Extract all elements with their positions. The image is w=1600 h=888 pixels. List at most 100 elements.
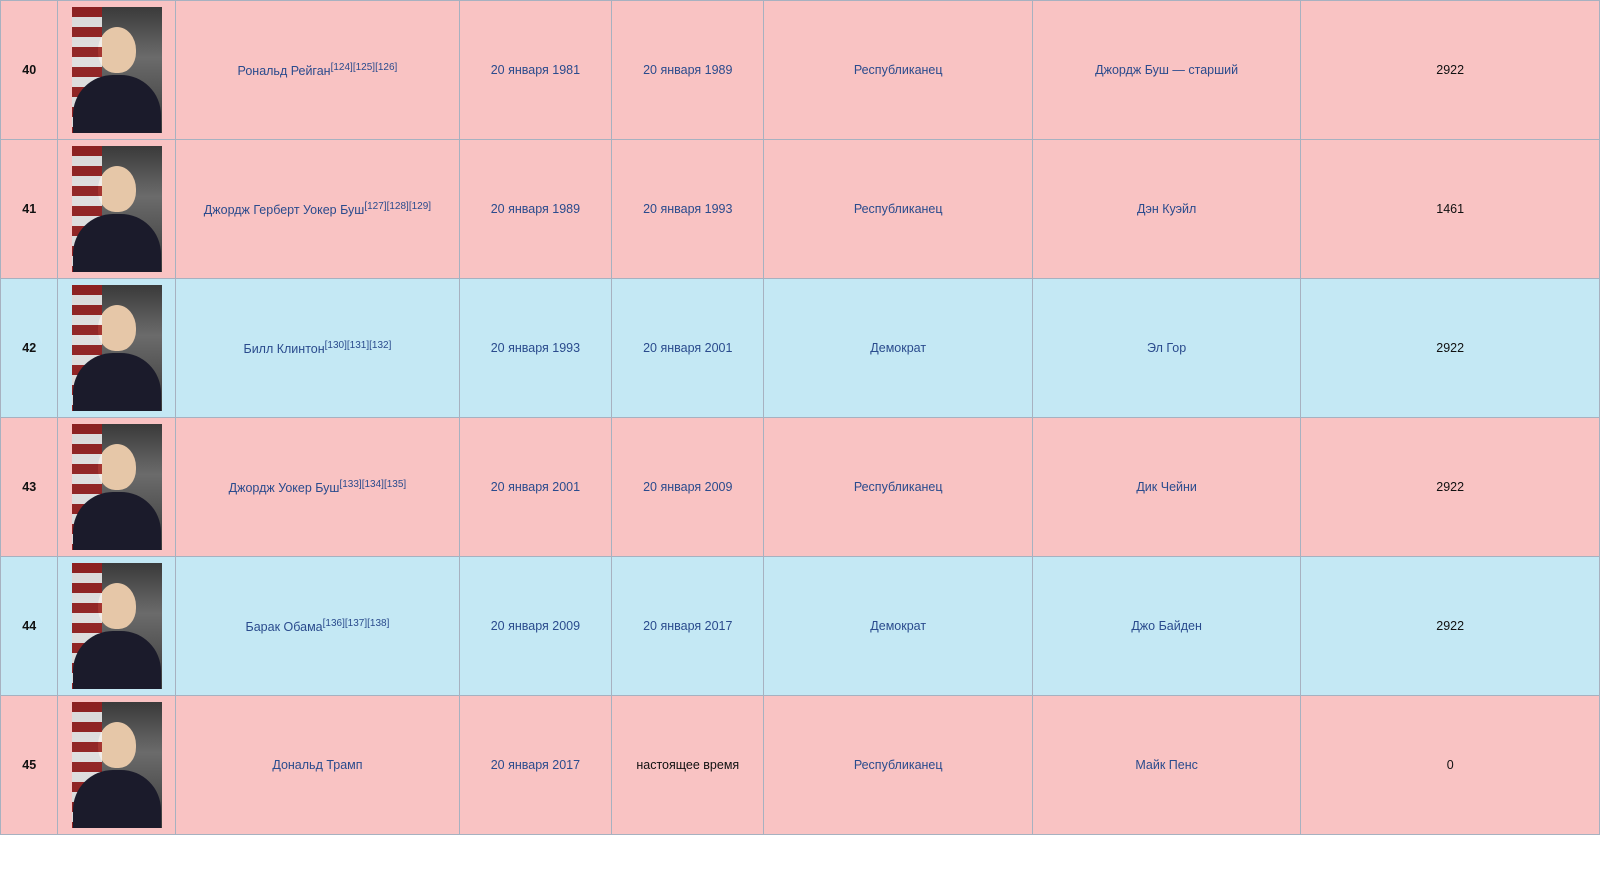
president-number: 41	[1, 140, 58, 279]
days-in-office: 2922	[1301, 279, 1600, 418]
term-end-link[interactable]: 20 января 1989	[643, 63, 732, 77]
vice-president-link[interactable]: Джордж Буш — старший	[1095, 63, 1238, 77]
president-number: 43	[1, 418, 58, 557]
party-cell: Республиканец	[764, 696, 1032, 835]
president-name-link[interactable]: Джордж Уокер Буш	[229, 481, 340, 495]
citation-link[interactable]: [131]	[347, 340, 369, 351]
term-end-link[interactable]: 20 января 2017	[643, 619, 732, 633]
president-photo-link[interactable]	[64, 146, 169, 272]
term-end-link[interactable]: 20 января 1993	[643, 202, 732, 216]
party-link[interactable]: Демократ	[870, 341, 926, 355]
term-end-link[interactable]: 20 января 2009	[643, 480, 732, 494]
term-start-link[interactable]: 20 января 1981	[491, 63, 580, 77]
term-start-cell: 20 января 2009	[459, 557, 611, 696]
president-name-link[interactable]: Рональд Рейган	[238, 64, 331, 78]
vice-president-link[interactable]: Дэн Куэйл	[1137, 202, 1196, 216]
presidents-table: 40 Рональд Рейган[124][125][126] 20 января…	[0, 0, 1600, 835]
party-cell: Республиканец	[764, 140, 1032, 279]
party-cell: Республиканец	[764, 418, 1032, 557]
term-end-link[interactable]: 20 января 2001	[643, 341, 732, 355]
portrait-icon	[72, 702, 162, 828]
president-photo-cell	[58, 279, 176, 418]
president-name-link[interactable]: Дональд Трамп	[272, 758, 362, 772]
term-start-cell: 20 января 1993	[459, 279, 611, 418]
table-row: 45 Дональд Трамп 20 января 2017 настоящее в…	[1, 696, 1600, 835]
vice-president-cell: Джордж Буш — старший	[1032, 1, 1300, 140]
president-name-cell: Джордж Уокер Буш[133][134][135]	[176, 418, 460, 557]
president-name-link[interactable]: Билл Клинтон	[243, 342, 324, 356]
president-photo-cell	[58, 696, 176, 835]
president-name-cell: Джордж Герберт Уокер Буш[127][128][129]	[176, 140, 460, 279]
vice-president-cell: Дик Чейни	[1032, 418, 1300, 557]
president-photo-link[interactable]	[64, 7, 169, 133]
term-end-cell: 20 января 2001	[612, 279, 764, 418]
citation-link[interactable]: [126]	[375, 62, 397, 73]
citation-link[interactable]: [135]	[384, 479, 406, 490]
president-number: 45	[1, 696, 58, 835]
president-photo-link[interactable]	[64, 563, 169, 689]
term-end-cell: настоящее время	[612, 696, 764, 835]
president-photo-link[interactable]	[64, 424, 169, 550]
citation-link[interactable]: [136]	[323, 618, 345, 629]
term-start-link[interactable]: 20 января 1993	[491, 341, 580, 355]
president-photo-cell	[58, 140, 176, 279]
term-end-cell: 20 января 2009	[612, 418, 764, 557]
citation-link[interactable]: [132]	[369, 340, 391, 351]
citation-link[interactable]: [125]	[353, 62, 375, 73]
citation-link[interactable]: [124]	[331, 62, 353, 73]
days-in-office: 2922	[1301, 1, 1600, 140]
vice-president-link[interactable]: Джо Байден	[1131, 619, 1202, 633]
party-link[interactable]: Республиканец	[854, 758, 943, 772]
party-link[interactable]: Республиканец	[854, 480, 943, 494]
term-start-link[interactable]: 20 января 1989	[491, 202, 580, 216]
days-in-office: 2922	[1301, 557, 1600, 696]
term-start-cell: 20 января 1981	[459, 1, 611, 140]
term-start-link[interactable]: 20 января 2009	[491, 619, 580, 633]
president-photo-link[interactable]	[64, 702, 169, 828]
term-end-cell: 20 января 1993	[612, 140, 764, 279]
president-photo-link[interactable]	[64, 285, 169, 411]
president-name-cell: Барак Обама[136][137][138]	[176, 557, 460, 696]
citation-link[interactable]: [129]	[409, 201, 431, 212]
vice-president-cell: Дэн Куэйл	[1032, 140, 1300, 279]
president-name-cell: Билл Клинтон[130][131][132]	[176, 279, 460, 418]
party-cell: Демократ	[764, 279, 1032, 418]
vice-president-cell: Майк Пенс	[1032, 696, 1300, 835]
citation-link[interactable]: [134]	[362, 479, 384, 490]
table-row: 42Билл Клинтон[130][131][132]20 января 1…	[1, 279, 1600, 418]
vice-president-cell: Эл Гор	[1032, 279, 1300, 418]
vice-president-link[interactable]: Эл Гор	[1147, 341, 1186, 355]
portrait-icon	[72, 424, 162, 550]
president-name-cell: Дональд Трамп	[176, 696, 460, 835]
president-number: 44	[1, 557, 58, 696]
table-row: 43 Джордж Уокер Буш[133][134][135] 20 янва…	[1, 418, 1600, 557]
president-name-link[interactable]: Барак Обама	[246, 620, 323, 634]
president-name-link[interactable]: Джордж Герберт Уокер Буш	[204, 203, 365, 217]
party-link[interactable]: Демократ	[870, 619, 926, 633]
portrait-icon	[72, 563, 162, 689]
citation-link[interactable]: [138]	[367, 618, 389, 629]
party-link[interactable]: Республиканец	[854, 202, 943, 216]
party-link[interactable]: Республиканец	[854, 63, 943, 77]
term-start-link[interactable]: 20 января 2001	[491, 480, 580, 494]
citation-link[interactable]: [128]	[387, 201, 409, 212]
portrait-icon	[72, 7, 162, 133]
president-photo-cell	[58, 418, 176, 557]
portrait-icon	[72, 146, 162, 272]
citation-link[interactable]: [133]	[339, 479, 361, 490]
term-start-link[interactable]: 20 января 2017	[491, 758, 580, 772]
days-in-office: 1461	[1301, 140, 1600, 279]
days-in-office: 2922	[1301, 418, 1600, 557]
citation-link[interactable]: [127]	[364, 201, 386, 212]
president-name-cell: Рональд Рейган[124][125][126]	[176, 1, 460, 140]
table-row: 40 Рональд Рейган[124][125][126] 20 января…	[1, 1, 1600, 140]
table-row: 44 Барак Обама[136][137][138] 20 января 20…	[1, 557, 1600, 696]
president-photo-cell	[58, 557, 176, 696]
portrait-icon	[72, 285, 162, 411]
vice-president-link[interactable]: Дик Чейни	[1136, 480, 1197, 494]
citation-link[interactable]: [130]	[325, 340, 347, 351]
president-number: 40	[1, 1, 58, 140]
citation-link[interactable]: [137]	[345, 618, 367, 629]
vice-president-link[interactable]: Майк Пенс	[1135, 758, 1198, 772]
days-in-office: 0	[1301, 696, 1600, 835]
